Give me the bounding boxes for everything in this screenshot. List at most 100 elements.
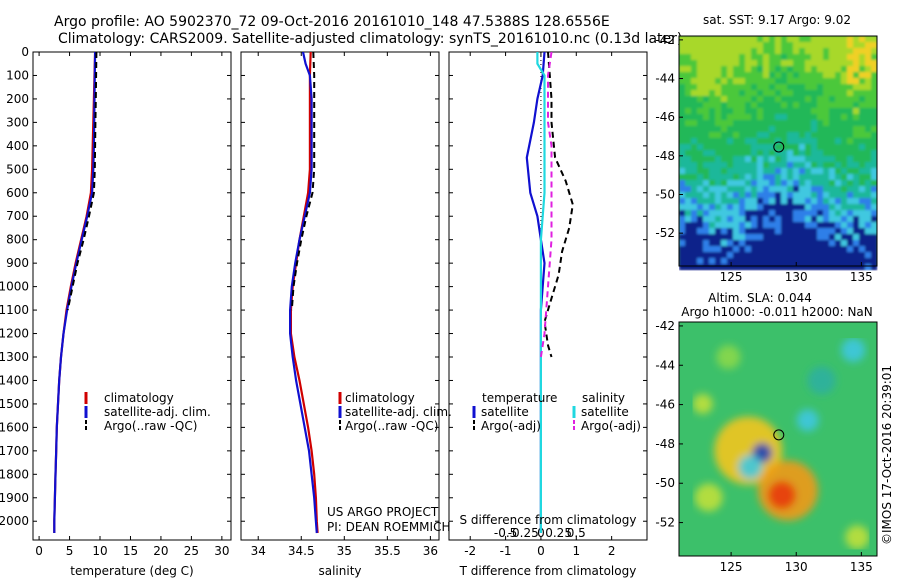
sst-cell [751,84,758,91]
sst-cell [697,66,704,73]
sst-cell [823,216,830,223]
sst-cell [787,216,794,223]
sst-cell [757,180,764,187]
sst-cell [865,96,872,103]
sst-cell [853,72,860,79]
sst-cell [817,36,824,43]
sst-cell [775,138,782,145]
sst-cell [727,246,734,253]
sst-cell [799,204,806,211]
sst-cell [751,102,758,109]
sst-cell [787,252,794,259]
sst-cell [691,222,698,229]
sst-cell [871,138,878,145]
sst-cell [781,222,788,229]
sst-cell [811,132,818,139]
sst-cell [691,36,698,43]
sst-cell [715,90,722,97]
sla-anomaly-blob [767,481,796,510]
sst-cell [751,192,758,199]
sst-cell [775,204,782,211]
sst-cell [721,192,728,199]
sst-cell [865,252,872,259]
sst-cell [859,150,866,157]
sst-cell [817,246,824,253]
sst-cell [775,168,782,175]
sst-cell [793,204,800,211]
sst-cell [805,114,812,121]
sst-cell [859,42,866,49]
sst-cell [745,120,752,127]
legend-title-temperature: temperature [482,391,557,405]
sst-cell [835,198,842,205]
sst-cell [859,174,866,181]
sst-cell [829,90,836,97]
sst-cell [841,246,848,253]
sst-cell [751,246,758,253]
sst-cell [793,240,800,247]
sst-cell [733,228,740,235]
sst-cell [787,90,794,97]
top-x-tick-label: 0.25 [545,526,572,540]
sst-cell [769,66,776,73]
sst-cell [691,42,698,49]
sst-cell [793,102,800,109]
sst-cell [787,72,794,79]
sst-cell [691,144,698,151]
salinity-legend: climatology satellite-adj. clim. Argo(..… [338,391,452,433]
sst-cell [781,252,788,259]
sst-cell [829,150,836,157]
sst-cell [781,198,788,205]
sst-cell [769,240,776,247]
sst-cell [727,42,734,49]
sst-cell [781,60,788,67]
sst-cell [811,210,818,217]
sst-cell [787,144,794,151]
sst-cell [739,144,746,151]
sst-cell [847,216,854,223]
top-x-tick-label: -0.5 [494,526,517,540]
sst-cell [751,264,758,271]
sst-cell [685,246,692,253]
sst-cell [727,78,734,85]
sst-map-ticks: 125 130 135 -42 -44 -46 -48 -50 -52 [655,33,872,284]
sst-cell [775,144,782,151]
sst-cell [781,210,788,217]
sst-cell [697,180,704,187]
sst-cell [769,96,776,103]
sst-cell [787,66,794,73]
sst-cell [805,72,812,79]
sst-cell [811,198,818,205]
y-tick-label: 1300 [0,350,29,364]
x-tick-label: 0 [537,544,545,558]
sst-cell [763,114,770,121]
sst-cell [859,72,866,79]
y-tick-label: 500 [6,162,29,176]
sla-map: 125 130 135 -42 -44 -46 -48 -50 -52 [655,319,878,574]
sst-cell [859,210,866,217]
sst-cell [715,150,722,157]
sst-cell [787,258,794,265]
sst-cell [817,114,824,121]
sst-cell [703,210,710,217]
sst-cell [691,258,698,265]
sst-cell [835,156,842,163]
sst-cell [799,156,806,163]
sst-cell [679,90,686,97]
sst-cell [679,258,686,265]
sst-cell [691,252,698,259]
sst-cell [835,72,842,79]
sst-cell [847,132,854,139]
sst-cell [829,258,836,265]
sst-cell [871,252,878,259]
sst-cell [823,48,830,55]
sst-cell [823,102,830,109]
sst-cell [715,132,722,139]
sst-cell [697,204,704,211]
sst-cell [697,126,704,133]
sst-cell [775,54,782,61]
sst-cell [709,54,716,61]
sst-cell [739,252,746,259]
sst-cell [697,252,704,259]
